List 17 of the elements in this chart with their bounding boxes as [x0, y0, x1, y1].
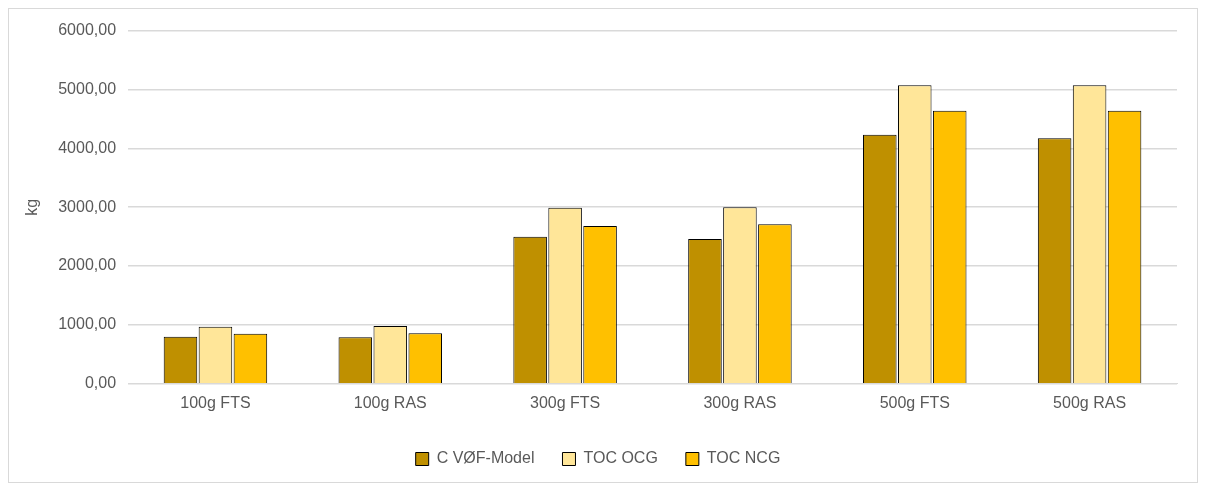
x-tick-label: 300g RAS [703, 393, 777, 411]
y-tick-label: 6000,00 [58, 21, 117, 39]
legend-label: TOC NCG [706, 449, 781, 467]
y-tick-label: 4000,00 [58, 138, 117, 156]
x-tick-label: 500g FTS [879, 393, 950, 411]
x-tick-label: 300g FTS [529, 393, 601, 411]
legend-label: TOC OCG [583, 449, 658, 467]
legend-label: C VØF-Model [436, 449, 535, 467]
y-tick-label: 2000,00 [58, 256, 117, 274]
x-tick-label: 500g RAS [1053, 393, 1127, 411]
x-tick-label: 100g RAS [353, 393, 427, 411]
y-axis-title: kg [23, 198, 41, 216]
x-tick-label: 100g FTS [180, 393, 251, 411]
y-tick-label: 5000,00 [58, 79, 117, 97]
y-tick-label: 1000,00 [58, 315, 117, 333]
y-tick-label: 3000,00 [58, 197, 117, 215]
y-tick-label: 0,00 [84, 374, 117, 392]
